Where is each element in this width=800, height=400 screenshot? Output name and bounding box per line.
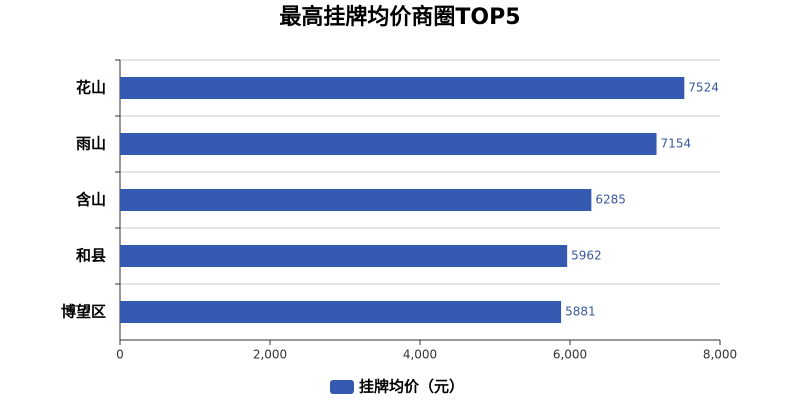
- x-tick-label: 6,000: [553, 348, 587, 362]
- x-tick-label: 2,000: [253, 348, 287, 362]
- x-tick-label: 4,000: [403, 348, 437, 362]
- y-tick-label: 雨山: [76, 135, 106, 153]
- value-label: 7524: [688, 81, 719, 95]
- bar: [120, 301, 562, 323]
- value-label: 5962: [571, 249, 602, 263]
- y-tick-label: 含山: [76, 191, 106, 209]
- value-label: 7154: [661, 137, 692, 151]
- x-tick-label: 0: [116, 348, 124, 362]
- bar: [120, 189, 592, 211]
- chart-title: 最高挂牌均价商圈TOP5: [279, 4, 520, 30]
- y-tick-label: 花山: [76, 79, 106, 97]
- legend-label: 挂牌均价（元）: [359, 378, 464, 396]
- value-label: 6285: [595, 193, 626, 207]
- y-tick-label: 和县: [76, 247, 106, 265]
- legend-swatch: [330, 380, 354, 394]
- y-tick-label: 博望区: [61, 303, 106, 321]
- value-label: 5881: [565, 305, 596, 319]
- bar: [120, 77, 685, 99]
- bar: [120, 133, 657, 155]
- bar: [120, 245, 568, 267]
- x-tick-label: 8,000: [703, 348, 737, 362]
